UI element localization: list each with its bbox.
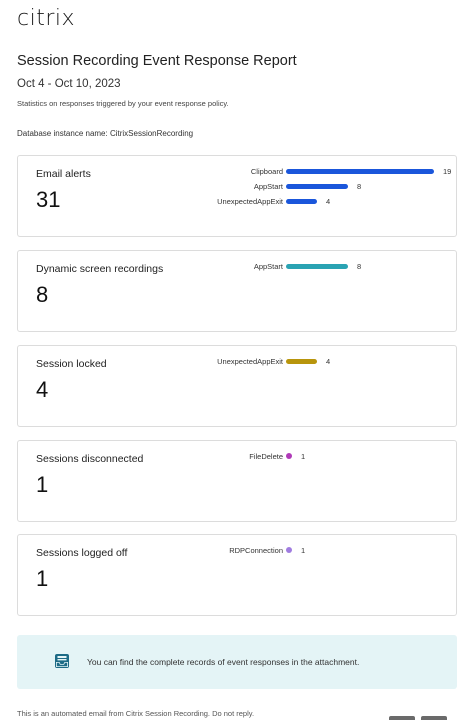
bar (286, 169, 434, 174)
footer-control[interactable] (389, 716, 415, 720)
footer-control[interactable] (421, 716, 447, 720)
card-value: 1 (36, 472, 49, 497)
bar (286, 264, 348, 269)
bar-label: AppStart (253, 182, 283, 191)
bar-row: AppStart 8 (18, 261, 456, 273)
card-title: Sessions disconnected (36, 453, 144, 465)
bar-value: 1 (301, 452, 306, 461)
bar-row: Clipboard 19 (18, 166, 456, 178)
report-title: Session Recording Event Response Report (17, 53, 297, 69)
bar-label: RDPConnection (229, 546, 283, 555)
summary-card: Sessions logged off 1 RDPConnection 1 (17, 534, 457, 616)
bar-label: Clipboard (250, 167, 283, 176)
bar-row: UnexpectedAppExit 4 (18, 356, 456, 368)
card-value: 4 (36, 377, 49, 402)
bar-value: 4 (326, 357, 331, 366)
card-value: 1 (36, 566, 49, 591)
card-title: Email alerts (36, 168, 91, 180)
bar (286, 199, 317, 204)
bar-value: 8 (357, 182, 362, 191)
card-title: Dynamic screen recordings (36, 263, 164, 275)
bar (286, 184, 348, 189)
database-instance-name: Database instance name: CitrixSessionRec… (17, 129, 194, 138)
bar-dot (286, 453, 292, 459)
summary-card: Sessions disconnected 1 FileDelete 1 (17, 440, 457, 522)
mailbox-tray-icon (55, 654, 69, 668)
bar-label: UnexpectedAppExit (217, 357, 283, 366)
bar-label: AppStart (253, 262, 283, 271)
bar-value: 1 (301, 546, 306, 555)
notice-text: You can find the complete records of eve… (87, 657, 360, 667)
bar-value: 19 (443, 167, 452, 176)
bar-value: 8 (357, 262, 362, 271)
summary-card: Email alerts 31 Clipboard 19 AppStart 8 Unexpe… (17, 155, 457, 237)
bar-label: FileDelete (249, 452, 283, 461)
footer-text: This is an automated email from Citrix S… (17, 709, 255, 718)
card-value: 31 (36, 187, 61, 212)
summary-card: Session locked 4 UnexpectedAppExit 4 (17, 345, 457, 427)
date-range: Oct 4 - Oct 10, 2023 (17, 78, 121, 90)
card-title: Session locked (36, 358, 107, 370)
card-value: 8 (36, 282, 49, 307)
bar-row: FileDelete 1 (18, 451, 456, 463)
statistics-description: Statistics on responses triggered by you… (17, 99, 229, 108)
summary-card: Dynamic screen recordings 8 AppStart 8 (17, 250, 457, 332)
card-title: Sessions logged off (36, 547, 128, 559)
citrix-logo: citrix (17, 6, 87, 34)
attachment-notice: You can find the complete records of eve… (17, 635, 457, 689)
bar-row: AppStart 8 (18, 181, 456, 193)
bar-row: UnexpectedAppExit 4 (18, 196, 456, 208)
bar (286, 359, 317, 364)
bar-label: UnexpectedAppExit (217, 197, 283, 206)
bar-value: 4 (326, 197, 331, 206)
bar-row: RDPConnection 1 (18, 545, 456, 557)
bar-dot (286, 547, 292, 553)
logo-text: citrix (17, 6, 76, 31)
